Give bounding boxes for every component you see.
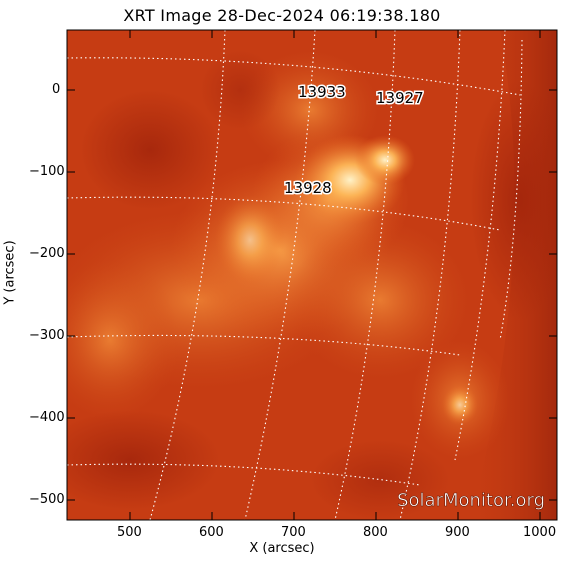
x-tick-label: 900 bbox=[445, 525, 470, 540]
x-tick-label: 700 bbox=[281, 525, 306, 540]
x-tick-label: 500 bbox=[117, 525, 142, 540]
y-tick-label: −500 bbox=[29, 492, 65, 507]
x-axis-label: X (arcsec) bbox=[249, 541, 315, 556]
plot-frame bbox=[66, 29, 558, 521]
solar-disk-image bbox=[67, 30, 557, 520]
region-label-13927: 13927 bbox=[376, 89, 424, 107]
active-region-labels: 13933 13927 13928 bbox=[283, 82, 426, 199]
region-label-13933: 13933 bbox=[298, 83, 346, 101]
y-tick-label: −400 bbox=[29, 410, 65, 425]
y-tick-label: 0 bbox=[52, 82, 61, 97]
y-tick-label: −300 bbox=[29, 328, 65, 343]
image-title: XRT Image 28-Dec-2024 06:19:38.180 bbox=[123, 6, 441, 25]
region-label-13928: 13928 bbox=[284, 179, 332, 197]
y-axis-label: Y (arcsec) bbox=[2, 240, 18, 305]
solarmonitor-watermark: SolarMonitor.org bbox=[397, 490, 545, 511]
x-tick-label: 800 bbox=[363, 525, 388, 540]
heliographic-grid bbox=[67, 30, 523, 520]
x-tick-label: 1000 bbox=[523, 525, 557, 540]
y-tick-label: −100 bbox=[29, 164, 65, 179]
axis-ticks bbox=[67, 30, 557, 520]
y-tick-label: −200 bbox=[29, 246, 65, 261]
x-tick-label: 600 bbox=[199, 525, 224, 540]
